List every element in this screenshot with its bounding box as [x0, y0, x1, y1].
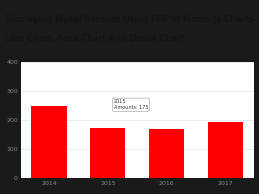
Text: 2015
Amounts: 175: 2015 Amounts: 175: [114, 99, 148, 110]
Bar: [208, 122, 243, 178]
Bar: [149, 129, 184, 178]
Bar: [31, 106, 67, 178]
Text: Displaying Mysql Records Using PHP In Morris Js Charts- Bar Chart,: Displaying Mysql Records Using PHP In Mo…: [5, 15, 259, 24]
Bar: [90, 128, 126, 178]
Text: Line Chart, Area Chart And Donut Chart: Line Chart, Area Chart And Donut Chart: [5, 34, 185, 43]
